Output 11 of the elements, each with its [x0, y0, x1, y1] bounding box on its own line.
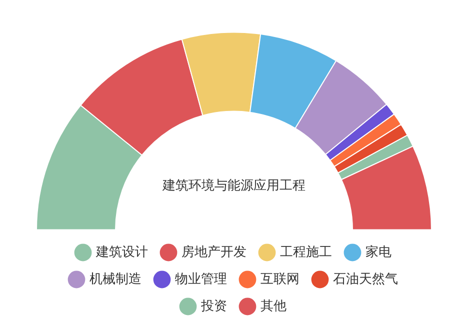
legend-label: 房地产开发 [182, 244, 246, 260]
legend-label: 机械制造 [90, 272, 142, 287]
text: 建筑环境与能源应用工程 [162, 177, 306, 194]
legend-label: 建筑设计 [95, 244, 148, 260]
legend-label: 投资 [200, 298, 227, 314]
legend-label: 家电 [366, 244, 392, 260]
legend-label: 互联网 [260, 272, 300, 287]
legend-label: 石油天然气 [333, 272, 398, 287]
legend-label: 工程施工 [280, 244, 332, 260]
legend-label: 物业管理 [175, 272, 227, 287]
legend-label: 其他 [260, 298, 286, 314]
